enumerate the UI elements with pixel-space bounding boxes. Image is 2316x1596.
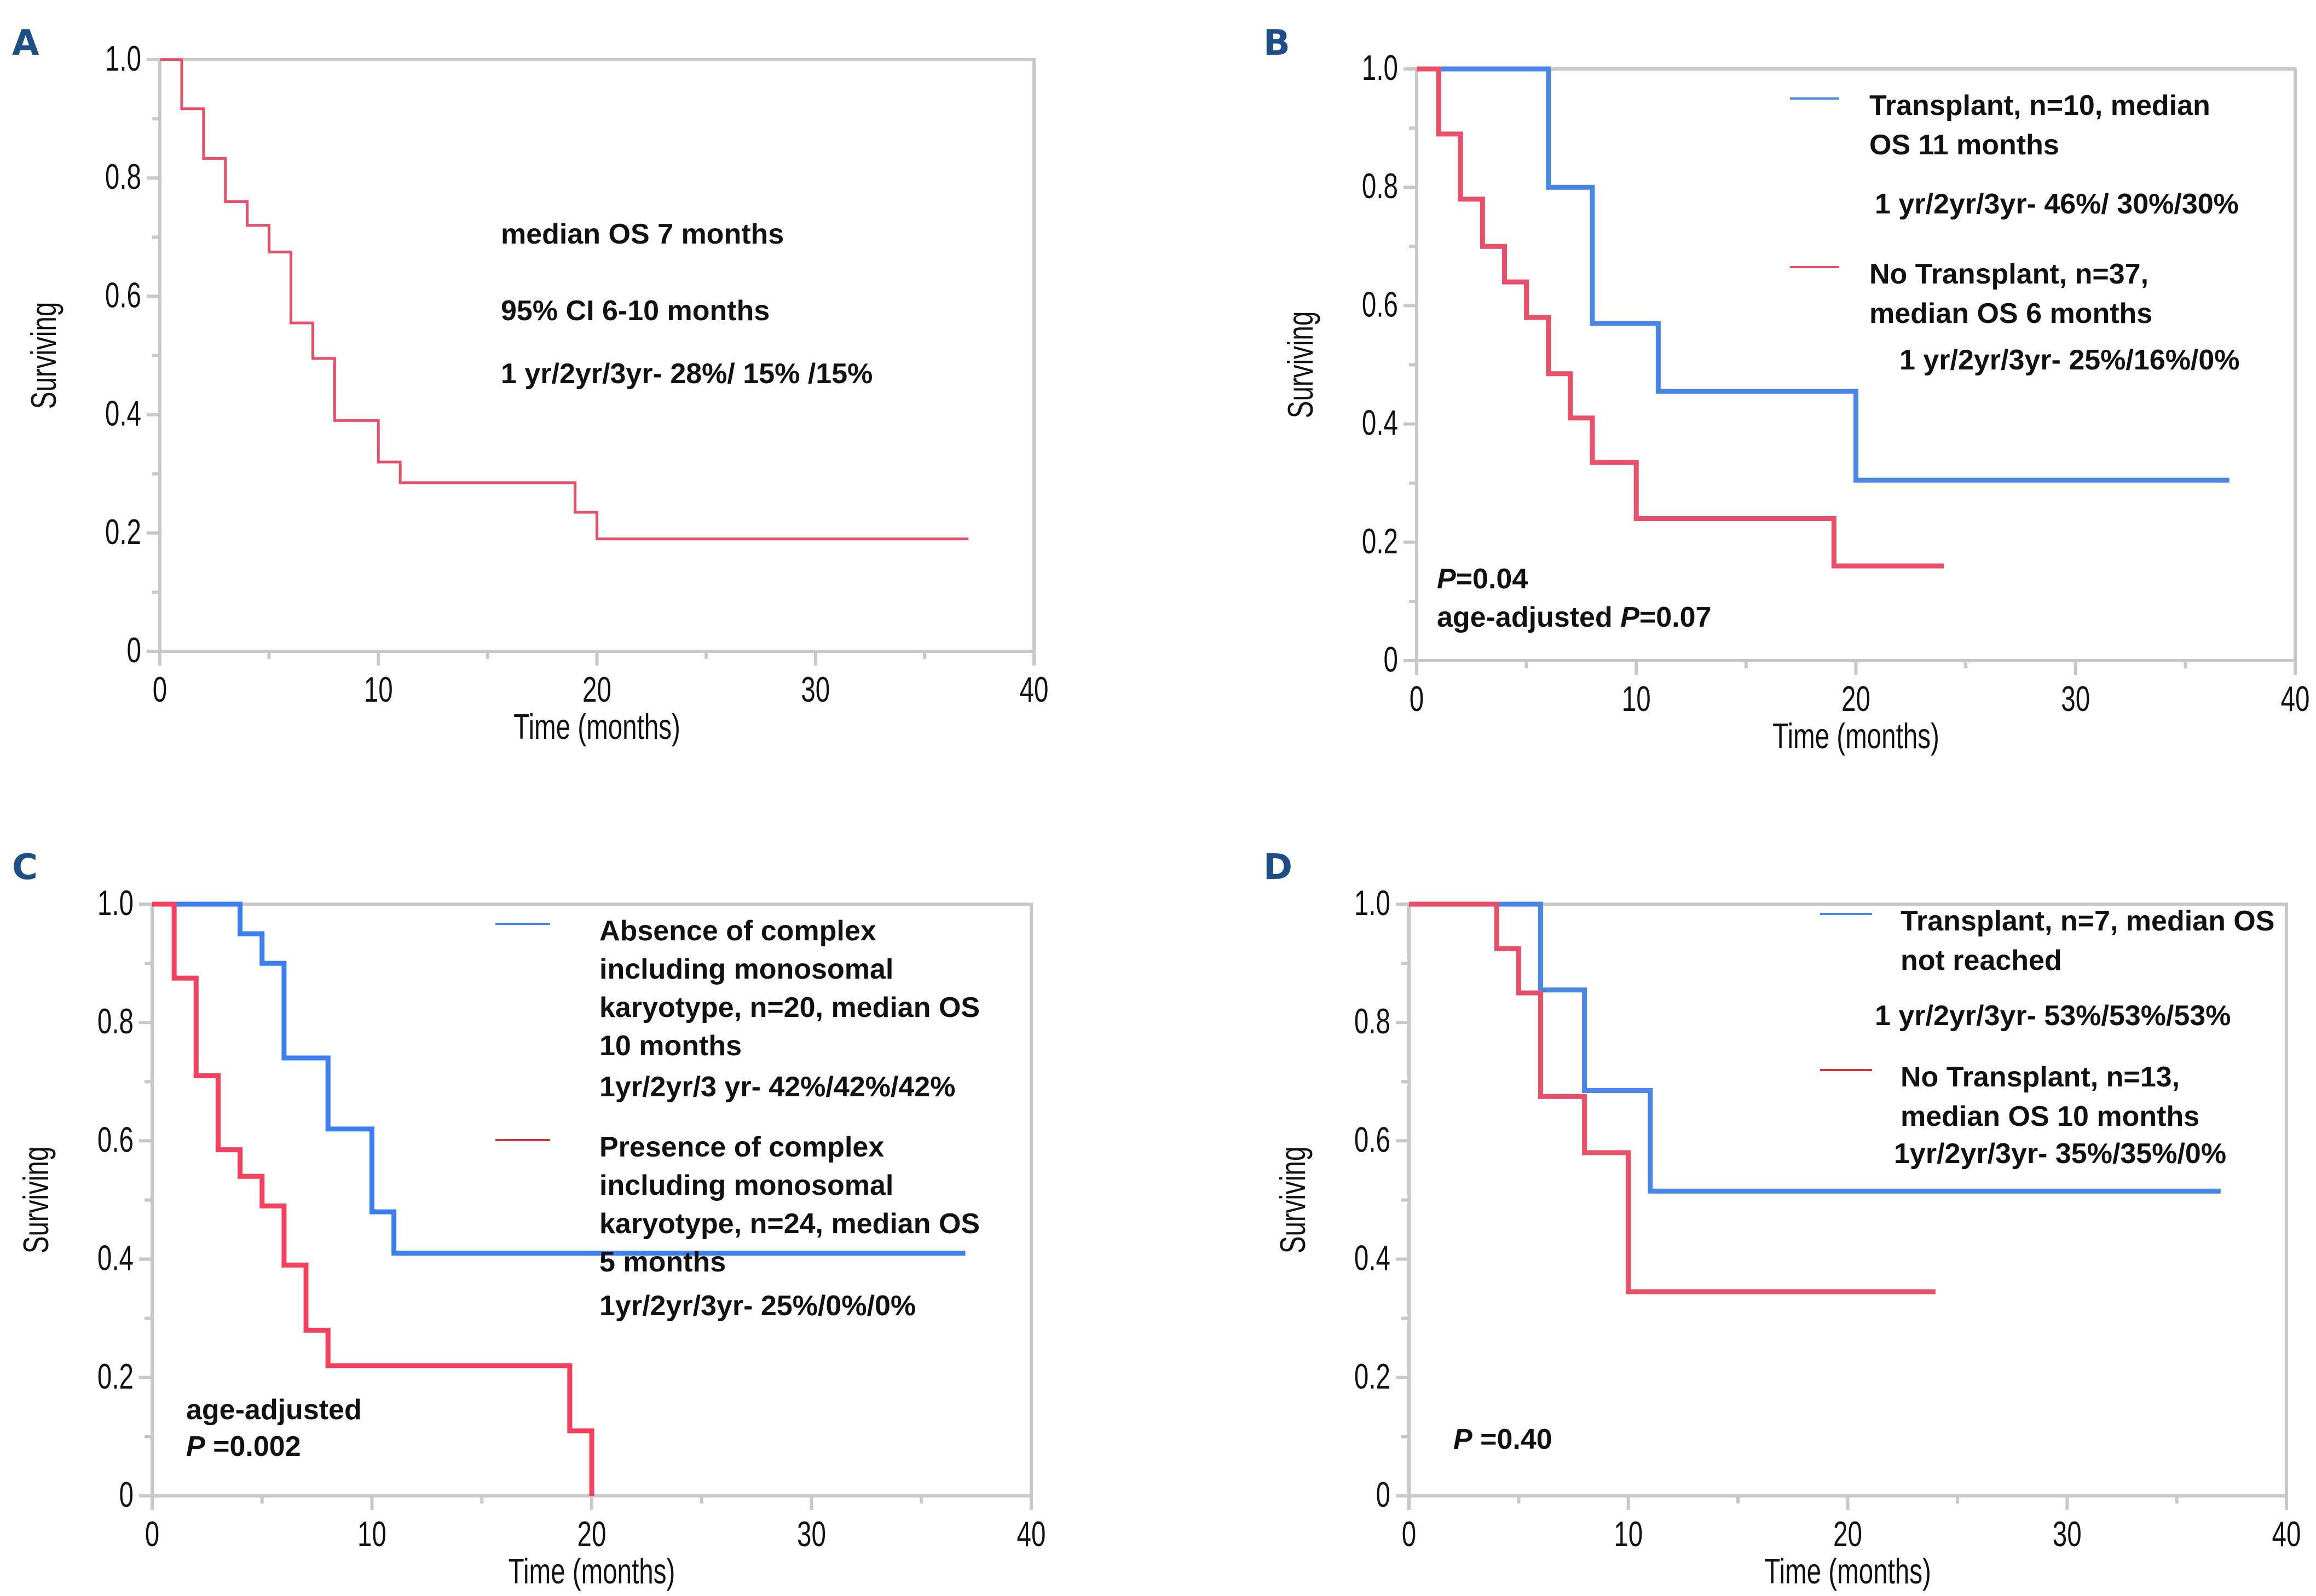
p-value-d-1: P =0.40 — [1453, 1424, 1552, 1455]
survival-curve-b-2 — [1417, 66, 1944, 569]
legend-label-d-1: not reached — [1901, 945, 2062, 976]
y-tick-label-d: 1.0 — [1354, 883, 1390, 923]
x-tick-label-d: 20 — [1833, 1514, 1862, 1554]
legend-label-d-2: median OS 10 months — [1901, 1101, 2199, 1132]
x-tick-label-c: 30 — [797, 1514, 826, 1554]
panel-label-a: A — [12, 23, 39, 63]
y-tick-label-d: 0 — [1376, 1475, 1390, 1515]
plot-frame-a — [158, 58, 1036, 653]
legend-label-c-2: Presence of complex — [599, 1131, 884, 1163]
x-tick-label-b: 40 — [2281, 679, 2310, 719]
legend-label-d-2: No Transplant, n=13, — [1901, 1061, 2180, 1093]
y-tick-label-a: 0 — [127, 631, 141, 670]
survival-curve-d-1 — [1409, 901, 2221, 1194]
legend-label-c-1: including monosomal — [599, 953, 893, 985]
panel-label-b: B — [1263, 23, 1290, 63]
legend-label-c-2: 5 months — [599, 1246, 726, 1278]
y-tick-label-c: 1.0 — [97, 883, 134, 923]
annotation-a-3: 1 yr/2yr/3yr- 28%/ 15% /15% — [501, 358, 873, 390]
legend-label-c-2: karyotype, n=24, median OS — [599, 1208, 980, 1240]
annotation-a-2: 95% CI 6-10 months — [501, 295, 770, 327]
x-tick-label-b: 0 — [1410, 679, 1424, 719]
survival-curve-a-1 — [160, 58, 969, 541]
legend-label-b-1: OS 11 months — [1869, 129, 2059, 161]
legend-label-b-2: No Transplant, n=37, — [1869, 258, 2148, 290]
y-tick-label-d: 0.8 — [1354, 1002, 1390, 1042]
y-axis-title-d: Surviving — [1273, 1147, 1313, 1254]
legend-stats-c-2: 1yr/2yr/3yr- 25%/0%/0% — [599, 1290, 916, 1322]
y-tick-label-c: 0.8 — [97, 1002, 134, 1042]
y-tick-label-a: 0.2 — [105, 512, 141, 552]
p-value-c-1: age-adjusted — [186, 1394, 362, 1426]
y-tick-label-b: 0.8 — [1362, 166, 1398, 206]
panel-label-d: D — [1263, 847, 1293, 888]
y-tick-label-c: 0.4 — [97, 1238, 134, 1278]
legend-stats-b-1: 1 yr/2yr/3yr- 46%/ 30%/30% — [1875, 188, 2239, 220]
panel-label-c: C — [12, 847, 38, 888]
y-tick-label-a: 0.8 — [105, 157, 141, 197]
x-tick-label-a: 40 — [1020, 670, 1049, 710]
x-tick-label-d: 30 — [2053, 1514, 2082, 1554]
survival-curve-d-2 — [1409, 901, 1936, 1294]
p-value-b-1: P=0.04 — [1437, 563, 1528, 595]
y-tick-label-b: 0 — [1384, 640, 1398, 680]
legend-label-d-1: Transplant, n=7, median OS — [1901, 905, 2274, 937]
x-tick-label-b: 20 — [1841, 679, 1870, 719]
x-tick-label-d: 40 — [2272, 1514, 2301, 1554]
y-tick-label-a: 0.4 — [105, 394, 141, 433]
legend-label-c-1: Absence of complex — [599, 915, 876, 947]
p-value-c-2: P =0.002 — [186, 1431, 301, 1462]
x-tick-label-b: 10 — [1622, 679, 1651, 719]
legend-stats-b-2: 1 yr/2yr/3yr- 25%/16%/0% — [1899, 344, 2240, 376]
legend-stats-d-1: 1 yr/2yr/3yr- 53%/53%/53% — [1875, 1000, 2231, 1032]
p-value-b-2: age-adjusted P=0.07 — [1437, 602, 1711, 633]
y-tick-label-b: 0.6 — [1362, 285, 1398, 325]
x-tick-label-b: 30 — [2061, 679, 2090, 719]
y-tick-label-a: 1.0 — [105, 39, 141, 79]
y-tick-label-b: 0.2 — [1362, 522, 1398, 562]
legend-label-c-2: including monosomal — [599, 1170, 893, 1201]
x-axis-title-b: Time (months) — [1772, 716, 1939, 756]
y-tick-label-c: 0.6 — [97, 1120, 134, 1160]
x-tick-label-a: 20 — [582, 670, 611, 710]
x-tick-label-c: 40 — [1017, 1514, 1046, 1554]
y-axis-title-a: Surviving — [24, 302, 64, 409]
legend-stats-c-1: 1yr/2yr/3 yr- 42%/42%/42% — [599, 1071, 955, 1103]
legend-label-b-1: Transplant, n=10, median — [1869, 90, 2210, 122]
legend-label-c-1: 10 months — [599, 1030, 742, 1062]
y-tick-label-d: 0.4 — [1354, 1238, 1390, 1278]
x-tick-label-a: 0 — [153, 670, 167, 710]
legend-label-c-1: karyotype, n=20, median OS — [599, 992, 980, 1023]
y-tick-label-b: 1.0 — [1362, 48, 1398, 88]
y-tick-label-c: 0.2 — [97, 1357, 134, 1397]
x-tick-label-d: 10 — [1614, 1514, 1643, 1554]
x-tick-label-c: 20 — [577, 1514, 607, 1554]
survival-curve-b-1 — [1417, 66, 2230, 483]
x-axis-title-d: Time (months) — [1764, 1552, 1931, 1592]
survival-curve-c-2 — [152, 901, 594, 1496]
x-tick-label-a: 10 — [364, 670, 393, 710]
y-tick-label-a: 0.6 — [105, 275, 141, 315]
y-tick-label-d: 0.6 — [1354, 1120, 1390, 1160]
legend-stats-d-2: 1yr/2yr/3yr- 35%/35%/0% — [1894, 1138, 2226, 1170]
x-tick-label-d: 0 — [1402, 1514, 1416, 1554]
legend-label-b-2: median OS 6 months — [1869, 298, 2152, 329]
survival-curve-c-1 — [152, 901, 966, 1256]
y-tick-label-b: 0.4 — [1362, 403, 1398, 443]
annotation-a-1: median OS 7 months — [501, 218, 784, 250]
x-axis-title-c: Time (months) — [509, 1552, 675, 1592]
x-tick-label-c: 0 — [145, 1514, 159, 1554]
y-tick-label-c: 0 — [119, 1475, 134, 1515]
x-tick-label-a: 30 — [801, 670, 830, 710]
x-axis-title-a: Time (months) — [513, 707, 680, 747]
y-axis-title-c: Surviving — [16, 1147, 56, 1254]
y-axis-title-b: Surviving — [1281, 311, 1321, 419]
x-tick-label-c: 10 — [357, 1514, 386, 1554]
y-tick-label-d: 0.2 — [1354, 1357, 1390, 1397]
